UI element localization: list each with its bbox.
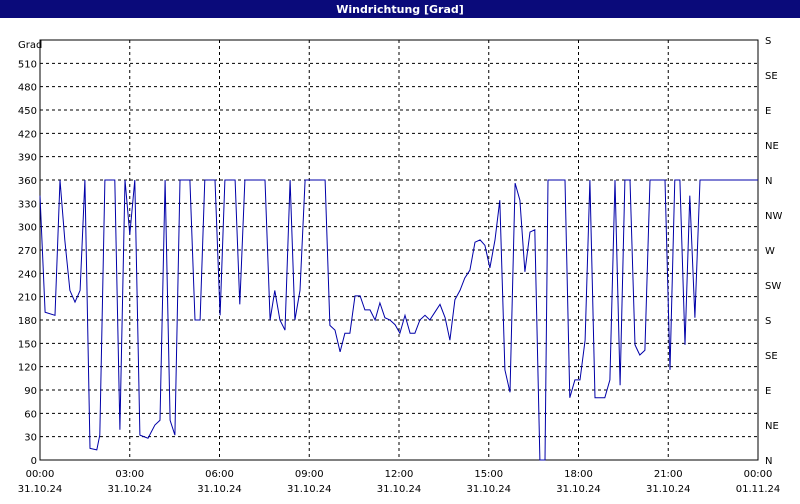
y-tick-label: 0	[31, 456, 37, 467]
x-tick-label: 09:00	[295, 469, 324, 480]
y2-tick-label: S	[765, 316, 771, 327]
y-tick-label: 480	[18, 83, 37, 94]
y2-tick-label: N	[765, 176, 772, 187]
y-tick-label: 120	[18, 363, 37, 374]
y-axis-label: Grad	[18, 40, 42, 51]
y-tick-label: 60	[24, 409, 37, 420]
y-tick-label: 510	[18, 59, 37, 70]
x-tick-date: 31.10.24	[556, 484, 601, 495]
y-tick-label: 360	[18, 176, 37, 187]
y-tick-label: 210	[18, 293, 37, 304]
y-tick-label: 240	[18, 269, 37, 280]
x-tick-label: 00:00	[744, 469, 773, 480]
x-tick-date: 31.10.24	[107, 484, 152, 495]
x-tick-label: 21:00	[654, 469, 683, 480]
plot-frame	[39, 39, 759, 461]
y-tick-label: 420	[18, 129, 37, 140]
data-line	[39, 179, 758, 461]
y2-tick-label: W	[765, 246, 775, 257]
x-tick-date: 31.10.24	[646, 484, 691, 495]
x-tick-label: 06:00	[205, 469, 234, 480]
x-tick-label: 12:00	[385, 469, 414, 480]
y2-tick-label: SE	[765, 351, 778, 362]
x-tick-date: 31.10.24	[466, 484, 511, 495]
x-tick-label: 15:00	[474, 469, 503, 480]
x-tick-date: 31.10.24	[197, 484, 242, 495]
y-tick-label: 300	[18, 223, 37, 234]
y2-tick-label: E	[765, 386, 771, 397]
y2-tick-label: SE	[765, 71, 778, 82]
chart-title: Windrichtung [Grad]	[336, 3, 464, 16]
y-tick-label: 30	[24, 433, 37, 444]
y-tick-label: 270	[18, 246, 37, 257]
y2-tick-label: NW	[765, 211, 782, 222]
y2-tick-label: NE	[765, 421, 779, 432]
y2-tick-label: N	[765, 456, 772, 467]
y2-tick-label: E	[765, 106, 771, 117]
y-tick-label: 90	[24, 386, 37, 397]
y-tick-label: 390	[18, 153, 37, 164]
y-tick-label: 450	[18, 106, 37, 117]
x-tick-date: 01.11.24	[736, 484, 781, 495]
x-tick-date: 31.10.24	[18, 484, 63, 495]
title-bar	[0, 0, 800, 18]
x-tick-date: 31.10.24	[377, 484, 422, 495]
y-tick-label: 330	[18, 199, 37, 210]
x-tick-date: 31.10.24	[287, 484, 332, 495]
y2-tick-label: SW	[765, 281, 781, 292]
x-tick-label: 18:00	[564, 469, 593, 480]
x-tick-label: 00:00	[26, 469, 55, 480]
y2-tick-label: NE	[765, 141, 779, 152]
y2-tick-label: S	[765, 36, 771, 47]
y-tick-label: 150	[18, 339, 37, 350]
y-tick-label: 180	[18, 316, 37, 327]
x-tick-label: 03:00	[115, 469, 144, 480]
